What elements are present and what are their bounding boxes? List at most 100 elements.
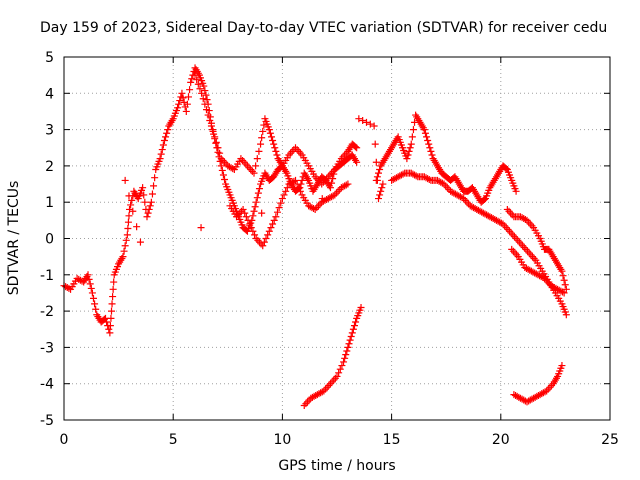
data-point-fill [288,147,296,155]
grid [64,57,610,420]
data-point [243,162,251,170]
y-tick-label: -5 [40,413,54,429]
data-point-fill [202,91,210,99]
data-point-fill [92,305,100,313]
data-point-fill [106,322,114,330]
data-point-fill [151,174,159,182]
data-point-fill [437,178,445,186]
data-point-fill [264,231,272,239]
data-point [292,144,300,152]
data-point-fill [505,207,513,215]
data-point-fill [517,240,525,248]
data-point-fill [371,140,379,148]
data-point-fill [209,127,217,135]
data-point-fill [255,185,263,193]
data-point-fill [262,235,270,242]
data-point-fill [296,149,304,157]
data-point [278,195,286,203]
data-point [182,107,190,115]
data-point-fill [561,281,569,289]
data-point-fill [524,247,532,255]
data-point-fill [273,208,281,216]
series-track-late-mid [503,205,570,293]
data-point-fill [125,212,133,220]
data-point [246,220,254,228]
data-point-fill [247,224,255,232]
data-point-fill [241,209,249,217]
data-point [123,231,131,239]
data-point-fill [194,80,202,88]
data-point-fill [343,347,351,355]
data-point-fill [558,288,566,296]
data-point [326,380,334,388]
data-point-fill [508,211,516,219]
series-track-late [372,111,520,206]
data-point-fill [362,118,370,126]
data-point-fill [341,182,349,190]
data-point [252,198,260,206]
data-point [558,362,566,370]
data-point-fill [196,85,204,93]
data-point-fill [121,242,129,250]
data-point-fill [502,224,510,232]
x-tick-label: 10 [273,432,291,448]
data-point [403,155,411,163]
data-point-fill [296,187,304,195]
data-point-fill [372,158,380,166]
data-point-fill [293,146,301,154]
data-point [355,115,363,123]
data-marks [60,64,570,409]
data-point-fill [63,284,71,292]
data-point [512,187,520,195]
data-point-fill [269,220,277,228]
data-point-fill [310,205,318,213]
data-point-fill [244,216,252,224]
data-point-fill [251,203,259,211]
data-point-fill [186,86,194,94]
data-point-fill [376,191,384,199]
data-point-fill [295,184,303,192]
data-point [503,205,511,213]
data-point-fill [108,307,116,315]
data-point-fill [507,209,515,217]
data-point-fill [522,245,530,253]
data-point-fill [254,189,262,197]
data-point-fill [427,147,435,155]
data-point-fill [428,151,436,159]
series-track-low-ascending [300,303,365,409]
data-point-fill [254,236,262,244]
data-point-fill [157,150,165,158]
data-point-fill [140,191,148,199]
data-point-fill [404,151,412,159]
data-point-fill [272,147,280,155]
data-point-fill [378,184,386,192]
data-point [139,184,147,192]
data-point [88,289,96,297]
data-point-fill [425,176,433,184]
data-point-fill [86,280,94,288]
data-point-fill [338,362,346,370]
data-point-fill [412,172,420,180]
data-point-fill [411,171,419,179]
data-point-fill [197,224,205,232]
data-point-fill [214,144,222,152]
data-point-fill [221,176,229,184]
data-point-fill [424,136,432,144]
data-point-fill [325,382,333,390]
data-point-fill [124,218,132,226]
data-point [121,176,129,184]
y-tick-label: -3 [40,340,54,356]
data-point-fill [520,215,528,223]
data-point-fill [103,318,111,326]
data-point-fill [520,244,528,252]
data-point-fill [421,129,429,137]
data-point-fill [91,300,99,308]
data-point [143,213,151,221]
data-point-fill [207,122,215,130]
data-point-fill [546,383,554,391]
data-point-fill [280,191,288,199]
data-point [379,180,387,188]
y-tick-label: -1 [40,268,54,284]
data-point [344,180,352,188]
